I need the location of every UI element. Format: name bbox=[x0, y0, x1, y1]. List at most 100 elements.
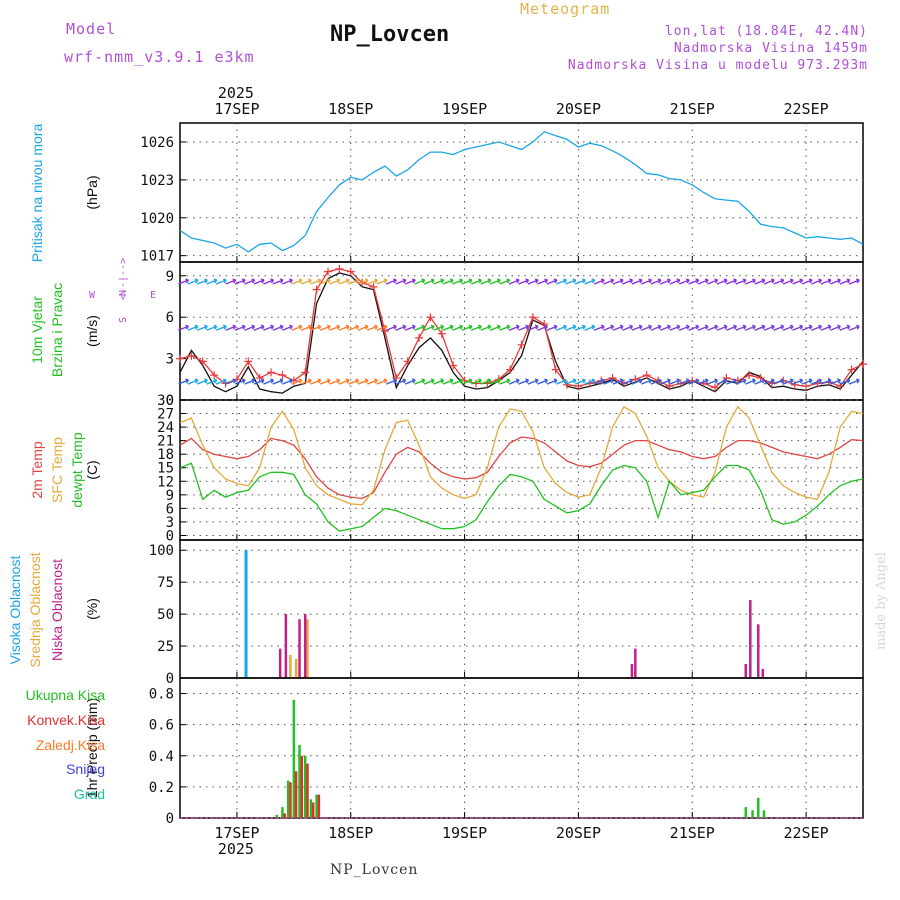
wind-arrow bbox=[669, 378, 681, 385]
date-tick-bottom: 18SEP bbox=[328, 824, 373, 842]
wind-arrow bbox=[641, 278, 652, 285]
bar-cloud-2 bbox=[630, 663, 634, 678]
gust-marker bbox=[312, 285, 321, 294]
wind-arrow bbox=[726, 278, 737, 285]
gust-marker bbox=[176, 354, 184, 363]
y-tick-label: 9 bbox=[166, 488, 174, 504]
wind-arrow bbox=[310, 324, 322, 331]
wind-arrow bbox=[518, 324, 530, 331]
gust-marker bbox=[551, 365, 560, 374]
wind-arrow bbox=[830, 278, 841, 285]
wind-arrow bbox=[471, 378, 482, 385]
wind-arrow bbox=[612, 378, 624, 385]
wind-arrow bbox=[518, 278, 530, 285]
wind-arrow bbox=[669, 324, 681, 331]
gust-marker bbox=[426, 313, 435, 322]
wind-arrow bbox=[319, 378, 331, 385]
wind-arrow bbox=[263, 278, 275, 285]
wind-arrow bbox=[178, 324, 189, 331]
wind-arrow bbox=[367, 324, 378, 331]
wind-arrow bbox=[726, 324, 737, 331]
wind-arrow bbox=[801, 278, 813, 285]
wind-arrow bbox=[414, 324, 426, 331]
wind-arrow bbox=[546, 378, 558, 385]
bar-precip-0 bbox=[303, 755, 307, 818]
y-tick-label: 12 bbox=[157, 474, 174, 490]
wind-arrow bbox=[329, 324, 341, 331]
wind-arrow bbox=[773, 378, 785, 385]
wind-arrow bbox=[367, 378, 378, 385]
wind-arrow bbox=[499, 278, 511, 285]
bar-precip-1 bbox=[317, 794, 321, 818]
station-title: NP_Lovcen bbox=[330, 22, 450, 47]
y-tick-label: 27 bbox=[157, 407, 174, 423]
wind-arrow bbox=[461, 324, 473, 331]
wind-arrow bbox=[735, 278, 747, 285]
wind-arrow bbox=[839, 278, 851, 285]
gust-marker bbox=[415, 333, 424, 342]
gust-marker bbox=[278, 371, 287, 380]
wind-arrow bbox=[348, 378, 360, 385]
wind-arrow bbox=[820, 324, 832, 331]
wind-arrow bbox=[499, 324, 511, 331]
wind-arrow bbox=[395, 324, 407, 331]
bar-precip-0 bbox=[281, 807, 284, 818]
wind-arrow bbox=[830, 324, 841, 331]
wind-arrow bbox=[452, 378, 463, 385]
wind-arrow bbox=[225, 278, 237, 285]
wind-arrow bbox=[282, 378, 293, 385]
wind-arrow bbox=[414, 378, 426, 385]
bar-precip-0 bbox=[298, 744, 301, 818]
wind-arrow bbox=[763, 278, 775, 285]
y-tick-label: 1017 bbox=[140, 249, 174, 265]
y-tick-label: 100 bbox=[149, 543, 174, 559]
wind-arrow bbox=[357, 378, 369, 385]
model-altitude-text: Nadmorska Visina u modelu 973.293m bbox=[567, 58, 868, 73]
wind-arrow bbox=[234, 324, 246, 331]
y-tick-label: 0 bbox=[166, 671, 174, 687]
y-tick-label: 1023 bbox=[140, 173, 174, 189]
wind-arrow bbox=[442, 278, 454, 285]
wind-arrow bbox=[839, 378, 851, 385]
date-tick-top: 19SEP bbox=[442, 100, 487, 118]
wind-arrow bbox=[848, 278, 860, 285]
wind-arrow bbox=[348, 278, 360, 285]
wind-arrow bbox=[206, 324, 218, 331]
wind-arrow bbox=[508, 378, 520, 385]
wind-arrow bbox=[442, 324, 454, 331]
wind-arrow bbox=[574, 378, 586, 385]
wind-arrow bbox=[244, 278, 256, 285]
wind-arrow bbox=[338, 278, 350, 285]
bar-cloud-1 bbox=[294, 658, 298, 678]
wind-arrow bbox=[792, 378, 804, 385]
wind-arrow bbox=[631, 378, 643, 385]
temp-title-2: SFC Temp bbox=[49, 437, 65, 503]
wind-arrow bbox=[404, 324, 416, 331]
bar-precip-0 bbox=[751, 810, 754, 818]
y-tick-label: 0.6 bbox=[149, 718, 174, 734]
gust-marker bbox=[369, 282, 378, 291]
wind-arrow bbox=[253, 324, 265, 331]
wind-arrow bbox=[669, 278, 681, 285]
wind-arrow bbox=[716, 378, 728, 385]
wind-arrow bbox=[745, 278, 756, 285]
wind-arrow bbox=[527, 278, 539, 285]
wind-arrow bbox=[178, 278, 189, 285]
wind-arrow bbox=[848, 378, 860, 385]
date-tick-bottom: 22SEP bbox=[784, 824, 829, 842]
wind-arrow bbox=[291, 278, 303, 285]
footer-station: NP_Lovcen bbox=[330, 862, 419, 878]
wind-arrow bbox=[367, 278, 378, 285]
gust-marker bbox=[323, 267, 332, 276]
gust-marker bbox=[449, 361, 458, 370]
wind-arrow bbox=[556, 378, 567, 385]
wind-arrow bbox=[225, 378, 237, 385]
wind-arrow bbox=[811, 378, 823, 385]
wind-arrow bbox=[471, 278, 482, 285]
gust-marker bbox=[745, 371, 754, 380]
y-tick-label: 0.4 bbox=[149, 749, 174, 765]
wind-arrow bbox=[782, 378, 794, 385]
wind-arrow bbox=[300, 324, 312, 331]
wind-arrow bbox=[811, 324, 823, 331]
